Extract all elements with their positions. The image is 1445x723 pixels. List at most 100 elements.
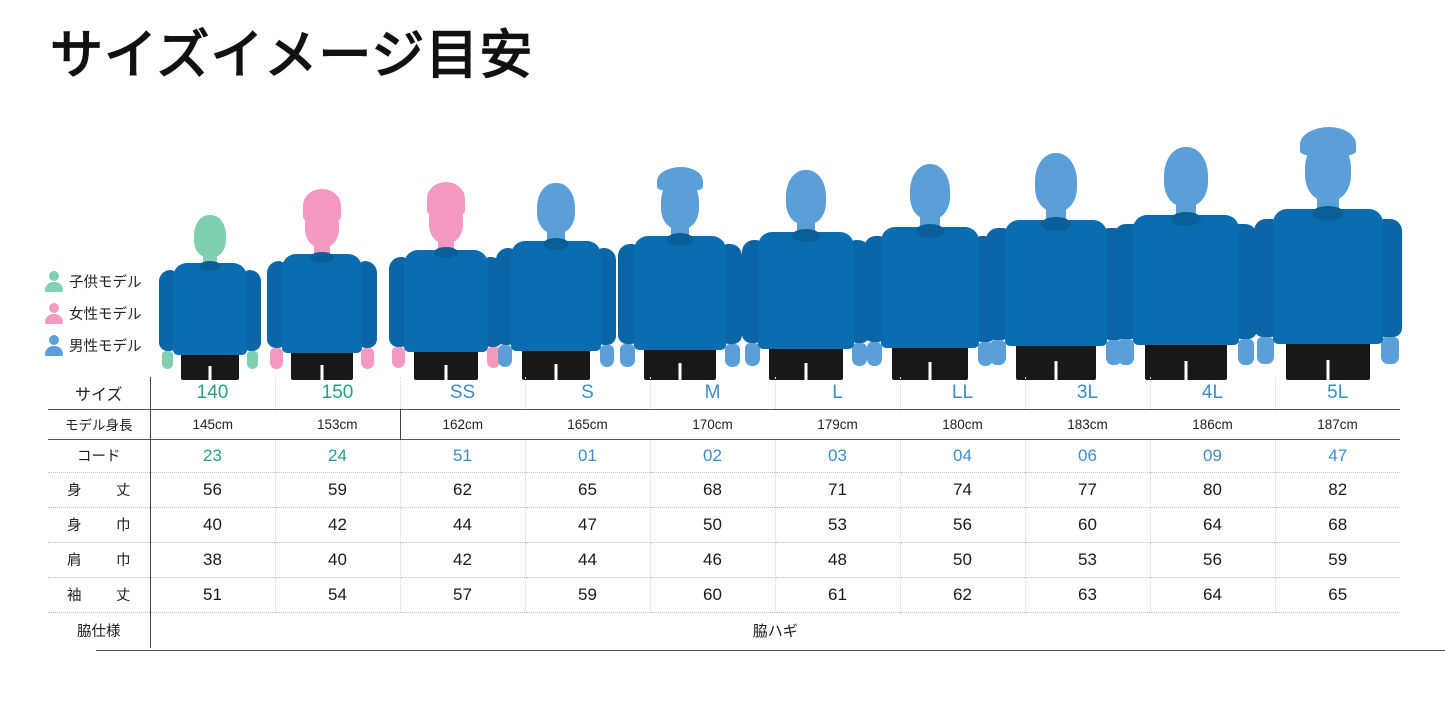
- model-figure: [982, 112, 1130, 380]
- cell-sleeve-length: 64: [1150, 576, 1276, 612]
- cell-code: 03: [775, 439, 901, 472]
- model-collar: [542, 238, 569, 251]
- legend-item-label: 男性モデル: [69, 338, 142, 355]
- legend-item-label: 子供モデル: [69, 274, 142, 291]
- model-head: [305, 202, 339, 248]
- model-hand: [486, 347, 500, 369]
- model-collar: [1312, 205, 1344, 221]
- model-figure: [738, 112, 875, 380]
- row-label-size: サイズ: [48, 377, 151, 409]
- model-sleeve: [741, 239, 763, 343]
- table-row-sleeve-length: 袖 丈 51 54 57 59 60 61 62 63 64 65: [48, 576, 1400, 612]
- model-shirt: [172, 263, 248, 356]
- model-collar: [792, 228, 820, 242]
- model-shirt: [758, 231, 854, 349]
- model-figure: [264, 112, 380, 380]
- cell-body-width: 40: [150, 506, 276, 542]
- cell-shoulder-width: 42: [400, 541, 526, 577]
- cell-body-width: 64: [1150, 506, 1276, 542]
- model-hand: [498, 344, 513, 368]
- cell-sleeve-length: 65: [1275, 576, 1400, 612]
- row-label-sleeve-length: 袖 丈: [48, 576, 151, 612]
- cell-sleeve-length: 61: [775, 576, 901, 612]
- cell-code: 02: [650, 439, 776, 472]
- table-row-shoulder-width: 肩 巾 38 40 42 44 46 48 50 53 56 59: [48, 541, 1400, 577]
- model-shirt: [1004, 219, 1108, 347]
- table-row-size: サイズ 140 150 SS S M L LL 3L 4L 5L: [48, 377, 1400, 409]
- model-sleeve: [495, 248, 516, 345]
- cell-code: 04: [900, 439, 1026, 472]
- model-head: [909, 164, 951, 220]
- cell-shoulder-width: 56: [1150, 541, 1276, 577]
- cell-shoulder-width: 50: [900, 541, 1026, 577]
- model-hand: [1257, 337, 1275, 365]
- size-table-body: サイズ 140 150 SS S M L LL 3L 4L 5L モデル身長 145cm 153cm…: [48, 377, 1400, 648]
- person-icon: [44, 302, 64, 324]
- cell-code: 51: [400, 439, 526, 472]
- model-sleeve: [1253, 218, 1278, 338]
- cell-model-height: 180cm: [942, 416, 983, 432]
- model-sleeve: [358, 261, 377, 349]
- cell-size: SS: [400, 377, 526, 409]
- cell-body-width: 42: [275, 506, 401, 542]
- model-hand: [852, 342, 868, 367]
- model-hand: [620, 343, 635, 367]
- cell-body-length: 68: [650, 471, 776, 507]
- model-sleeve: [617, 244, 638, 344]
- cell-model-height: 165cm: [567, 416, 608, 432]
- model-sleeve: [389, 256, 408, 348]
- cell-shoulder-width: 53: [1025, 541, 1151, 577]
- model-hand: [246, 350, 259, 370]
- model-shirt: [633, 236, 727, 350]
- cell-sleeve-length: 57: [400, 576, 526, 612]
- model-head: [428, 195, 464, 243]
- model-sleeve: [863, 235, 886, 342]
- model-collar: [199, 260, 221, 272]
- person-icon: [44, 270, 64, 292]
- model-head: [1163, 147, 1208, 207]
- model-shirt: [281, 254, 363, 354]
- person-icon: [44, 334, 64, 356]
- cell-body-length: 65: [525, 471, 651, 507]
- model-legend: 子供モデル 女性モデル 男性モデル: [44, 268, 164, 364]
- table-row-model-height: モデル身長 145cm 153cm 162cm 165cm 170cm 179cm 180c…: [48, 409, 1400, 439]
- cell-model-height: 183cm: [1067, 416, 1108, 432]
- cell-code: 01: [525, 439, 651, 472]
- model-figure: [492, 112, 620, 380]
- model-hand: [599, 344, 614, 368]
- cell-body-length: 77: [1025, 471, 1151, 507]
- model-collar: [915, 224, 945, 238]
- cell-size: 3L: [1025, 377, 1151, 409]
- cell-model-height: 162cm: [399, 409, 525, 439]
- cell-shoulder-width: 59: [1275, 541, 1400, 577]
- cell-size: 4L: [1150, 377, 1276, 409]
- model-shirt: [1133, 215, 1239, 346]
- model-hand: [1237, 338, 1255, 365]
- model-sleeve: [596, 248, 617, 345]
- model-shirt: [404, 249, 488, 353]
- model-sleeve: [1378, 218, 1403, 338]
- model-head: [1034, 153, 1078, 212]
- cell-sleeve-length: 60: [650, 576, 776, 612]
- model-head: [194, 214, 226, 257]
- model-head: [786, 170, 826, 224]
- cell-sleeve-length: 59: [525, 576, 651, 612]
- cell-code: 06: [1025, 439, 1151, 472]
- model-hand: [392, 347, 406, 369]
- cell-code: 24: [275, 439, 401, 472]
- cell-model-height: 187cm: [1317, 416, 1358, 432]
- model-sleeve: [244, 269, 261, 351]
- cell-shoulder-width: 46: [650, 541, 776, 577]
- cell-size: 140: [150, 377, 276, 409]
- model-figure: [156, 112, 264, 380]
- cell-sleeve-length: 51: [150, 576, 276, 612]
- model-collar: [433, 247, 459, 259]
- cell-body-width: 56: [900, 506, 1026, 542]
- model-figure: [614, 112, 746, 380]
- row-label-body-width: 身 巾: [48, 506, 151, 542]
- model-collar: [666, 233, 694, 246]
- row-label-body-length: 身 丈: [48, 471, 151, 507]
- cell-model-height: 145cm: [192, 416, 234, 432]
- row-label-side-spec: 脇仕様: [48, 611, 151, 648]
- cell-sleeve-length: 54: [275, 576, 401, 612]
